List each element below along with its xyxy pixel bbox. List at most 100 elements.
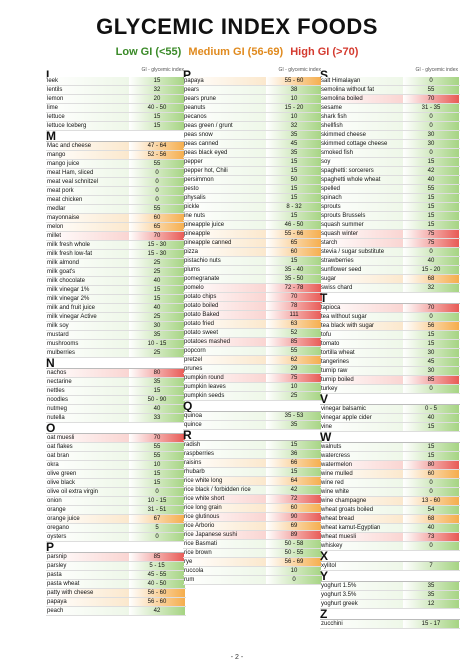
food-name: olive green [47,470,129,478]
gi-value: 15 [403,452,459,460]
food-name: olive oil extra virgin [47,488,129,496]
gi-value: 25 [129,259,185,267]
gi-value: 33 [129,414,185,422]
food-row: vinegar balsamic 0 - 5 [320,405,460,414]
gi-value: 15 [266,194,322,202]
food-row: oysters 0 [46,533,186,542]
food-row: wheat groats boiled 54 [320,506,460,515]
gi-value: 75 [403,239,459,247]
food-name: meat Ham, sliced [47,169,129,177]
food-row: semolina without fat 55 [320,86,460,95]
food-name: raspberries [184,450,266,458]
food-row: meat veal schnitzel 0 [46,178,186,187]
food-name: patty with cheese [47,589,129,597]
food-name: ine nuts [184,212,266,220]
gi-value: 45 [266,140,322,148]
food-name: mango juice [47,160,129,168]
food-name: spinach [321,194,403,202]
food-name: medlar [47,205,129,213]
food-row: pistachio nuts 15 [183,257,323,266]
food-name: prunes [184,365,266,373]
gi-value: 72 - 78 [266,284,322,292]
food-row: wine red 0 [320,479,460,488]
gi-value: 64 [266,477,322,485]
food-row: milk goat's 25 [46,268,186,277]
gi-value: 35 [266,149,322,157]
gi-value: 30 [403,367,459,375]
food-row: watermelon 80 [320,461,460,470]
gi-value: 80 [403,461,459,469]
gi-value: 15 [403,194,459,202]
food-name: potatoes mashed [184,338,266,346]
food-name: stevia / sugar substitute [321,248,403,256]
gi-value: 15 [129,286,185,294]
food-row: milk and fruit juice 40 [46,304,186,313]
food-row: rice Basmati 50 - 58 [183,540,323,549]
food-row: pineapple canned 65 [183,239,323,248]
food-row: wine mulled 60 [320,470,460,479]
food-name: mustard [47,331,129,339]
food-row: turkey 0 [320,385,460,394]
food-row: oregano 5 [46,524,186,533]
gi-value: 40 [403,257,459,265]
gi-value: 56 - 60 [129,589,185,597]
food-row: vine 15 [320,423,460,432]
food-row: pasta wheat 40 - 50 [46,580,186,589]
gi-value: 66 [266,459,322,467]
gi-value: 52 - 56 [129,151,185,159]
gi-value: 0 [403,385,459,393]
food-name: tomato [321,340,403,348]
food-row: tomato 15 [320,340,460,349]
food-name: milk vinegar 1% [47,286,129,294]
legend-low: Low GI (<55) [115,46,182,58]
food-row: pasta 45 - 55 [46,571,186,580]
column-3: S GI - glycemic index salt Himalayan 0 semol… [320,66,460,629]
food-name: tofu [321,331,403,339]
gi-value: 70 [129,232,185,240]
food-name: wine red [321,479,403,487]
food-row: orange juice 67 [46,515,186,524]
gi-value: 15 [266,185,322,193]
food-name: plums [184,266,266,274]
gi-value: 70 [403,304,459,312]
gi-value: 0 [129,169,185,177]
food-name: nutella [47,414,129,422]
gi-value: 63 [266,320,322,328]
food-name: rice long grain [184,504,266,512]
gi-value: 36 [266,450,322,458]
food-name: walnuts [321,443,403,451]
gi-value: 55 [129,160,185,168]
section-letter: P [46,541,186,553]
food-name: milk soy [47,322,129,330]
food-name: rice brown [184,549,266,557]
food-name: pesto [184,185,266,193]
food-row: whiskey 0 [320,542,460,551]
food-name: pears [184,86,266,94]
food-row: vinegar apple cider 40 [320,414,460,423]
food-row: nachos 80 [46,369,186,378]
gi-value: 55 - 60 [266,77,322,85]
gi-value: 60 [129,214,185,222]
gi-value: 15 [129,295,185,303]
gi-value: 10 [266,567,322,575]
gi-value: 85 [266,338,322,346]
food-name: pepper hot, Chili [184,167,266,175]
gi-value: 15 - 20 [403,266,459,274]
gi-value: 10 [266,113,322,121]
food-name: oat flakes [47,443,129,451]
gi-value: 10 [129,461,185,469]
food-name: wheat groats boiled [321,506,403,514]
food-name: okra [47,461,129,469]
food-row: parsnip 85 [46,553,186,562]
column-header: S GI - glycemic index [320,66,460,81]
food-name: yoghurt 3.5% [321,591,403,599]
food-row: semolina boiled 70 [320,95,460,104]
gi-value: 15 [266,158,322,166]
gi-value: 0 [266,576,322,584]
food-row: zucchini 15 - 17 [320,620,460,629]
food-name: melon [47,223,129,231]
food-name: vine [321,423,403,431]
food-name: yoghurt greek [321,600,403,608]
food-name: watermelon [321,461,403,469]
food-name: tea black with sugar [321,322,403,330]
